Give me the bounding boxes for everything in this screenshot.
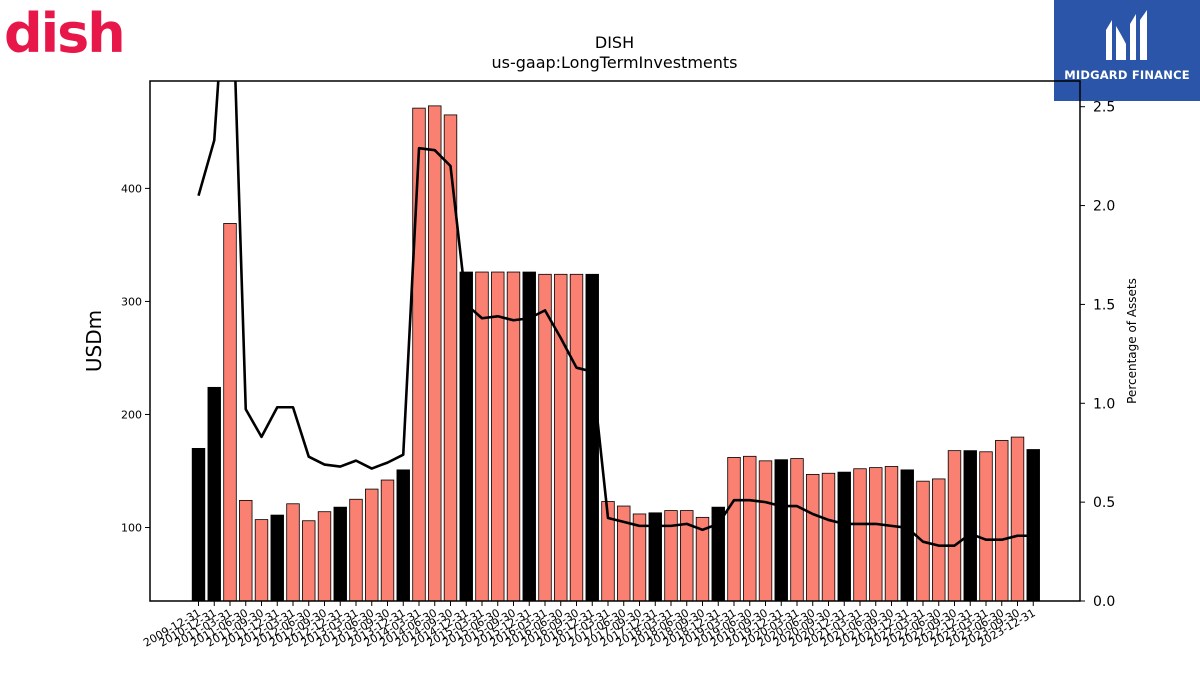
bar-2015-06-30 [491, 271, 505, 602]
percentage-line [197, 81, 1034, 547]
bar-2022-12-31 [963, 450, 977, 602]
y-tick-label: 200 [121, 408, 142, 421]
y2-tick-label: 2.5 [1093, 100, 1115, 116]
bar-2016-03-31 [538, 273, 552, 602]
y2-tick-label: 0.5 [1093, 495, 1115, 511]
bar-2013-06-30 [365, 488, 379, 602]
y2-tick-label: 0.0 [1093, 594, 1115, 610]
bar-2023-12-31 [1026, 449, 1040, 602]
bar-2020-03-31 [790, 458, 804, 602]
bar-2014-03-31 [412, 107, 426, 602]
bar-2012-03-31 [286, 503, 300, 602]
bar-2015-03-31 [475, 271, 489, 602]
bar-2012-09-30 [317, 511, 332, 602]
y-tick-label: 100 [121, 522, 142, 535]
bars-layer [191, 105, 1040, 602]
y2-axis-label: Percentage of Assets [1125, 278, 1139, 404]
midgard-m-icon [1106, 10, 1147, 60]
midgard-finance-logo: MIDGARD FINANCE [1054, 0, 1200, 101]
bar-2016-09-30 [569, 273, 584, 602]
bar-2012-12-31 [333, 506, 347, 602]
chart-subtitle: us-gaap:LongTermInvestments [491, 53, 738, 72]
chart-title: DISH [594, 33, 635, 52]
bar-2023-06-30 [995, 440, 1009, 602]
bar-2021-06-30 [869, 467, 883, 602]
bar-2010-12-31 [207, 386, 221, 602]
line-layer [197, 81, 1034, 547]
bar-2019-06-30 [743, 455, 757, 602]
bar-2013-12-31 [396, 469, 410, 602]
y2-tick-label: 1.0 [1093, 396, 1115, 412]
bar-2021-12-31 [900, 469, 914, 602]
bar-2021-09-30 [884, 466, 899, 602]
bar-2013-03-31 [349, 498, 363, 602]
bar-2019-09-30 [758, 460, 773, 602]
midgard-finance-text: MIDGARD FINANCE [1064, 68, 1190, 82]
bar-2023-09-30 [1010, 436, 1025, 602]
bar-2022-09-30 [947, 450, 962, 602]
left-axis: 100 200 300 400 [121, 182, 150, 535]
y-tick-label: 300 [121, 295, 142, 308]
right-axis: 0.0 0.5 1.0 1.5 2.0 2.5 [1080, 100, 1115, 610]
bar-2021-03-31 [853, 468, 867, 602]
bar-2013-09-30 [380, 479, 395, 602]
bar-2011-03-31 [223, 223, 237, 602]
y-axis-label: USDm [82, 310, 106, 372]
dish-logo: dish [0, 0, 150, 70]
bar-2020-06-30 [806, 473, 820, 602]
bar-2016-06-30 [554, 273, 568, 602]
bar-2020-12-31 [837, 471, 851, 602]
bar-2009-12-31 [191, 447, 206, 602]
bar-2014-06-30 [428, 105, 442, 602]
bar-2014-09-30 [443, 114, 458, 602]
y2-tick-label: 2.0 [1093, 199, 1115, 215]
dish-logo-text: dish [4, 2, 124, 65]
bar-2019-12-31 [774, 459, 788, 602]
bar-2011-06-30 [239, 499, 253, 602]
bar-2019-03-31 [727, 457, 741, 602]
bar-2020-09-30 [821, 472, 836, 602]
x-axis: 2009-12-312010-12-312011-03-312011-06-30… [141, 601, 1038, 650]
bar-2015-12-31 [522, 271, 536, 602]
y-tick-label: 400 [121, 182, 142, 195]
bar-2011-12-31 [270, 514, 284, 602]
bar-2023-03-31 [979, 451, 993, 602]
bar-2012-06-30 [302, 520, 316, 602]
bar-2016-12-31 [585, 273, 599, 602]
plot-frame [149, 80, 1081, 602]
bar-2014-12-31 [459, 271, 473, 602]
bar-2011-09-30 [254, 519, 269, 602]
y2-tick-label: 1.5 [1093, 297, 1115, 313]
bar-2022-06-30 [932, 478, 946, 602]
bar-2018-12-31 [711, 506, 725, 602]
